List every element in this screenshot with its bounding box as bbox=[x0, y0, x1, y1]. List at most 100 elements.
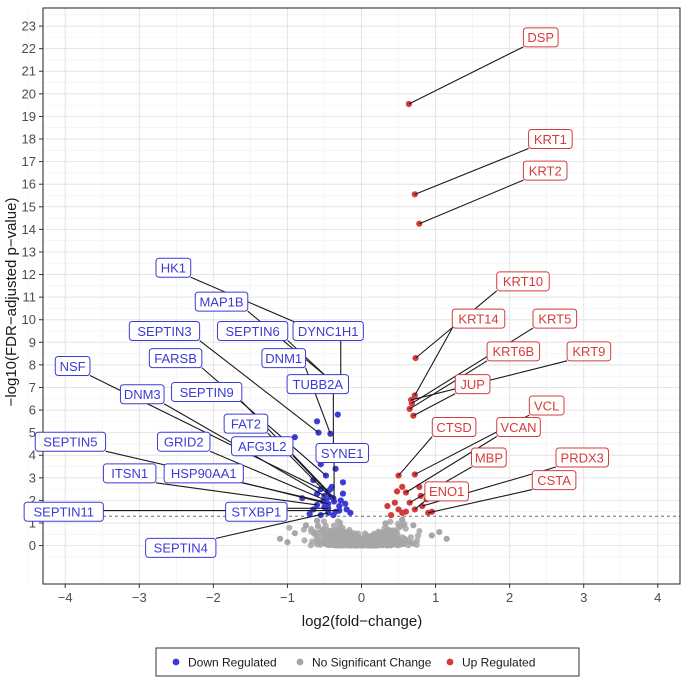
gene-label-box bbox=[171, 382, 243, 402]
y-tick-label: 9 bbox=[29, 335, 36, 350]
gene-label: TUBB2A bbox=[293, 377, 344, 392]
gene-label-box bbox=[486, 341, 541, 362]
point-no-change bbox=[416, 527, 423, 535]
point-no-change bbox=[374, 541, 381, 549]
label-connector bbox=[398, 436, 433, 476]
gene-label-box bbox=[54, 356, 91, 377]
gene-label-box bbox=[566, 341, 612, 362]
y-tick-label: 16 bbox=[22, 177, 36, 192]
gene-label-box bbox=[23, 501, 104, 522]
gene-label: DNM1 bbox=[265, 351, 302, 366]
point-no-change bbox=[381, 541, 388, 548]
x-tick-label: −2 bbox=[206, 590, 221, 605]
y-tick-label: 17 bbox=[22, 154, 36, 169]
x-tick-label: 2 bbox=[506, 590, 513, 605]
y-tick-label: 2 bbox=[29, 493, 36, 508]
y-tick-label: 19 bbox=[22, 109, 36, 124]
gene-label: SEPTIN9 bbox=[180, 385, 234, 400]
gene-label-box bbox=[431, 417, 477, 438]
point-up-regulated bbox=[395, 506, 402, 513]
x-tick-label: −1 bbox=[280, 590, 295, 605]
gene-label: SEPTIN4 bbox=[154, 541, 208, 556]
point-no-change bbox=[336, 538, 344, 545]
gene-label-box bbox=[555, 447, 609, 468]
gene-label-box bbox=[451, 308, 506, 329]
point-no-change bbox=[358, 538, 365, 546]
point-no-change bbox=[276, 535, 284, 542]
point-no-change bbox=[371, 536, 378, 543]
gene-label-box bbox=[231, 436, 294, 457]
gene-label: KRT1 bbox=[534, 132, 567, 147]
label-connector bbox=[411, 327, 534, 404]
gene-label-box bbox=[119, 384, 165, 405]
label-connector bbox=[409, 360, 488, 410]
gene-label: SEPTIN6 bbox=[226, 324, 280, 339]
point-no-change bbox=[380, 532, 387, 539]
point-no-change bbox=[394, 534, 401, 542]
legend-box bbox=[155, 647, 580, 677]
y-tick-label: 23 bbox=[22, 19, 36, 34]
label-connector bbox=[413, 393, 456, 417]
label-connector bbox=[408, 46, 524, 105]
point-no-change bbox=[367, 540, 374, 547]
point-no-change bbox=[330, 522, 338, 529]
point-down-regulated bbox=[339, 490, 347, 497]
gene-label: ITSN1 bbox=[111, 466, 148, 481]
gene-label: CSTA bbox=[537, 473, 571, 488]
x-tick-label: 3 bbox=[580, 590, 587, 605]
x-tick-label: 1 bbox=[432, 590, 439, 605]
point-no-change bbox=[327, 539, 335, 547]
gene-label: KRT9 bbox=[572, 344, 605, 359]
y-tick-label: 4 bbox=[29, 448, 36, 463]
gene-label: CTSD bbox=[436, 420, 471, 435]
legend-key-up bbox=[446, 658, 454, 666]
gene-label: KRT6B bbox=[493, 344, 535, 359]
gene-label: VCL bbox=[534, 398, 559, 413]
gene-label-box bbox=[225, 501, 288, 522]
point-no-change bbox=[402, 525, 409, 532]
gene-label: AFG3L2 bbox=[238, 439, 286, 454]
point-no-change bbox=[410, 522, 417, 529]
point-no-change bbox=[382, 520, 389, 527]
point-up-regulated bbox=[393, 488, 401, 495]
y-tick-label: 13 bbox=[22, 244, 36, 259]
point-up-regulated bbox=[384, 502, 391, 510]
label-connector bbox=[190, 276, 311, 330]
gene-label-box bbox=[148, 348, 203, 369]
point-no-change bbox=[302, 522, 310, 529]
gene-label-box bbox=[286, 374, 349, 395]
point-no-change bbox=[339, 531, 346, 538]
gene-label-box bbox=[163, 463, 244, 484]
gene-label: HK1 bbox=[161, 261, 186, 276]
point-no-change bbox=[397, 523, 404, 530]
gene-label: HSP90AA1 bbox=[171, 466, 237, 481]
y-tick-label: 11 bbox=[23, 290, 37, 305]
gene-label-box bbox=[424, 481, 469, 502]
y-tick-label: 6 bbox=[29, 403, 36, 418]
y-tick-label: 3 bbox=[29, 470, 36, 485]
point-up-regulated bbox=[399, 483, 406, 490]
label-connector bbox=[243, 482, 329, 505]
axes: −4 −3 −2 −1 0 1 2 3 4012345678910111213141516171… bbox=[22, 7, 681, 605]
gene-label-box bbox=[292, 321, 364, 342]
label-connector bbox=[155, 482, 318, 506]
label-connector bbox=[215, 512, 329, 539]
gene-label-box bbox=[471, 447, 507, 468]
point-no-change bbox=[322, 538, 329, 545]
x-tick-label: 4 bbox=[654, 590, 661, 605]
label-connector bbox=[199, 340, 319, 434]
point-no-change bbox=[399, 516, 406, 523]
point-no-change bbox=[407, 534, 415, 541]
gene-label: PRDX3 bbox=[561, 450, 604, 465]
gene-label: FARSB bbox=[154, 351, 197, 366]
point-down-regulated bbox=[332, 465, 339, 472]
gene-labels: DSP KRT1 KRT2 KRT10 KRT14 KRT5 KRT6B KRT9 JUP VCL… bbox=[23, 27, 612, 558]
point-no-change bbox=[387, 518, 394, 525]
point-down-regulated bbox=[313, 418, 321, 425]
y-axis-title: −log10(FDR−adjusted p−value) bbox=[3, 198, 20, 407]
legend-label-down: Down Regulated bbox=[188, 655, 277, 669]
gene-label-box bbox=[528, 395, 565, 416]
y-tick-label: 0 bbox=[29, 538, 36, 553]
gene-label-box bbox=[532, 308, 578, 329]
